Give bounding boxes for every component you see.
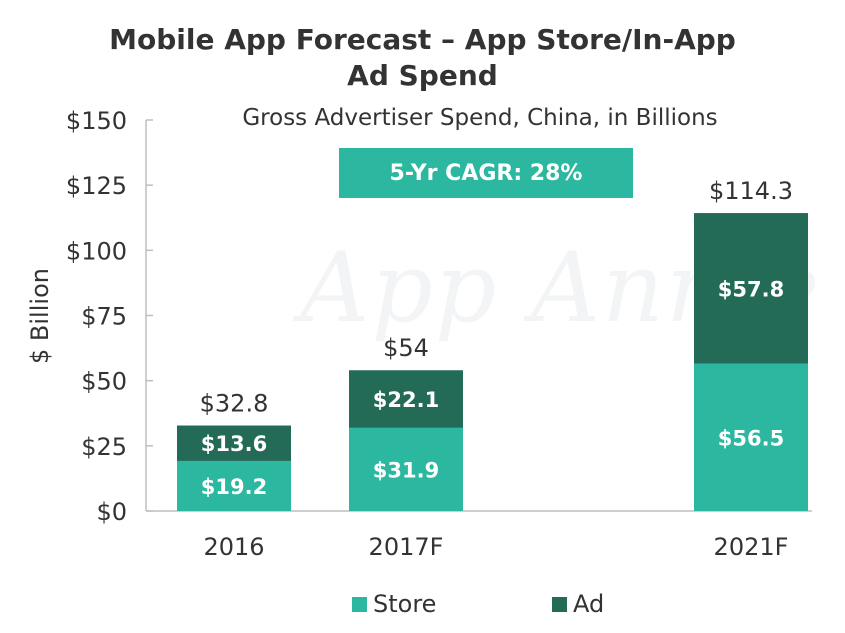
data-label-store: $19.2	[201, 475, 267, 499]
y-tick-label: $75	[81, 303, 127, 331]
legend-swatch-ad	[552, 596, 567, 612]
chart-title-line-1: Mobile App Forecast – App Store/In-App	[109, 23, 736, 56]
total-label: $54	[383, 334, 429, 362]
y-axis-label: $ Billion	[26, 268, 54, 364]
bar-store-2021f	[694, 363, 808, 511]
x-tick-label: 2021F	[714, 533, 789, 561]
chart-subtitle: Gross Advertiser Spend, China, in Billio…	[242, 105, 718, 131]
data-label-store: $31.9	[373, 458, 439, 482]
bar-ad-2016	[177, 425, 291, 461]
cagr-annotation: 5-Yr CAGR: 28%	[339, 148, 633, 198]
bar-store-2017f	[349, 427, 463, 511]
legend-label-ad: Ad	[573, 590, 605, 618]
bar-ad-2017f	[349, 370, 463, 428]
y-tick-label: $100	[66, 237, 127, 265]
chart-title: Mobile App Forecast – App Store/In-App A…	[0, 22, 845, 94]
chart-title-line-2: Ad Spend	[347, 59, 498, 92]
y-tick-label: $125	[66, 172, 127, 200]
y-tick-label: $150	[66, 107, 127, 135]
legend-label-store: Store	[373, 590, 437, 618]
data-label-ad: $22.1	[373, 388, 439, 412]
y-tick-label: $50	[81, 368, 127, 396]
data-label-ad: $57.8	[718, 277, 784, 301]
total-label: $114.3	[709, 177, 793, 205]
bar-store-2016	[177, 460, 291, 511]
y-tick-label: $25	[81, 433, 127, 461]
legend-swatch-store	[352, 596, 367, 612]
total-label: $32.8	[200, 390, 269, 418]
data-label-store: $56.5	[718, 426, 784, 450]
legend-item-store: Store	[352, 590, 436, 618]
data-label-ad: $13.6	[201, 432, 267, 456]
y-tick-label: $0	[96, 498, 127, 526]
legend-item-ad: Ad	[552, 590, 604, 618]
bar-ad-2021f	[694, 213, 808, 364]
x-tick-label: 2016	[203, 533, 264, 561]
x-tick-label: 2017F	[369, 533, 444, 561]
